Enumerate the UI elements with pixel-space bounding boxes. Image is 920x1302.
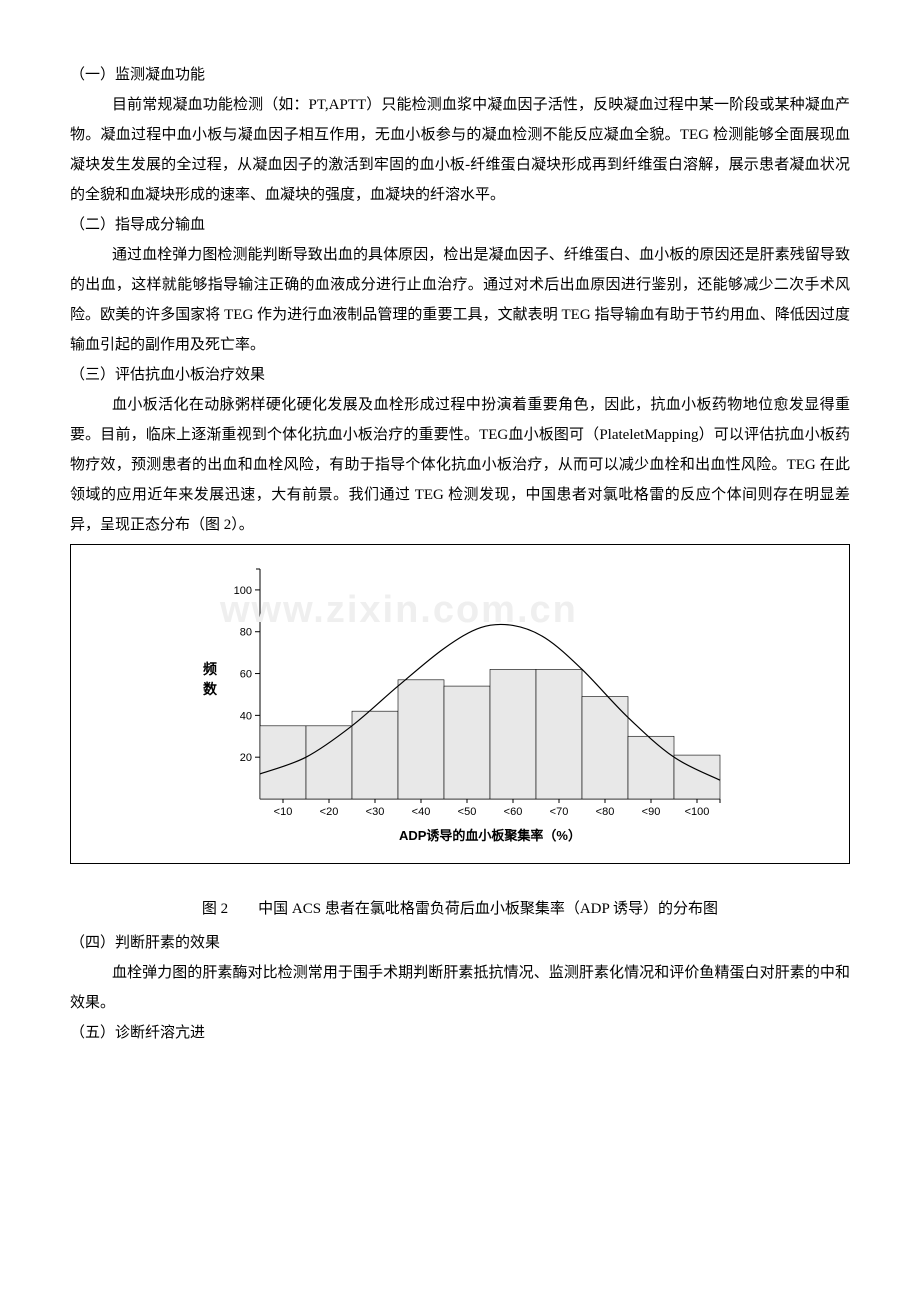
- document-page: www.zixin.com.cn （一）监测凝血功能 目前常规凝血功能检测（如：…: [70, 60, 850, 1048]
- section-1-heading: （一）监测凝血功能: [70, 60, 850, 90]
- figure-2-caption: 图 2 中国 ACS 患者在氯吡格雷负荷后血小板聚集率（ADP 诱导）的分布图: [70, 894, 850, 924]
- svg-text:<60: <60: [504, 806, 523, 818]
- section-4-body: 血栓弹力图的肝素酶对比检测常用于围手术期判断肝素抵抗情况、监测肝素化情况和评价鱼…: [70, 958, 850, 1018]
- svg-text:<100: <100: [685, 806, 710, 818]
- section-1-body: 目前常规凝血功能检测（如：PT,APTT）只能检测血浆中凝血因子活性，反映凝血过…: [70, 90, 850, 210]
- svg-text:ADP诱导的血小板聚集率（%）: ADP诱导的血小板聚集率（%）: [399, 828, 581, 843]
- svg-text:<70: <70: [550, 806, 569, 818]
- svg-text:<90: <90: [642, 806, 661, 818]
- svg-text:频: 频: [203, 661, 217, 677]
- svg-text:<80: <80: [596, 806, 615, 818]
- svg-text:80: 80: [240, 627, 252, 639]
- section-2-heading: （二）指导成分输血: [70, 210, 850, 240]
- svg-text:数: 数: [203, 681, 218, 697]
- section-3-heading: （三）评估抗血小板治疗效果: [70, 360, 850, 390]
- svg-text:40: 40: [240, 710, 252, 722]
- section-2-body: 通过血栓弹力图检测能判断导致出血的具体原因，检出是凝血因子、纤维蛋白、血小板的原…: [70, 240, 850, 360]
- svg-text:<40: <40: [412, 806, 431, 818]
- svg-text:60: 60: [240, 669, 252, 681]
- svg-text:<20: <20: [320, 806, 339, 818]
- svg-text:<50: <50: [458, 806, 477, 818]
- histogram-chart: 20 40 60 80 100 <10 <20 <30 <40 <50 <60 <70 <80 <90 <1…: [180, 554, 740, 854]
- section-3-body: 血小板活化在动脉粥样硬化硬化发展及血栓形成过程中扮演着重要角色，因此，抗血小板药…: [70, 390, 850, 540]
- svg-text:<30: <30: [366, 806, 385, 818]
- svg-text:20: 20: [240, 752, 252, 764]
- svg-text:<10: <10: [274, 806, 293, 818]
- svg-text:100: 100: [234, 585, 252, 597]
- figure-2-container: 20 40 60 80 100 <10 <20 <30 <40 <50 <60 <70 <80 <90 <1…: [70, 544, 850, 864]
- section-4-heading: （四）判断肝素的效果: [70, 928, 850, 958]
- section-5-heading: （五）诊断纤溶亢进: [70, 1018, 850, 1048]
